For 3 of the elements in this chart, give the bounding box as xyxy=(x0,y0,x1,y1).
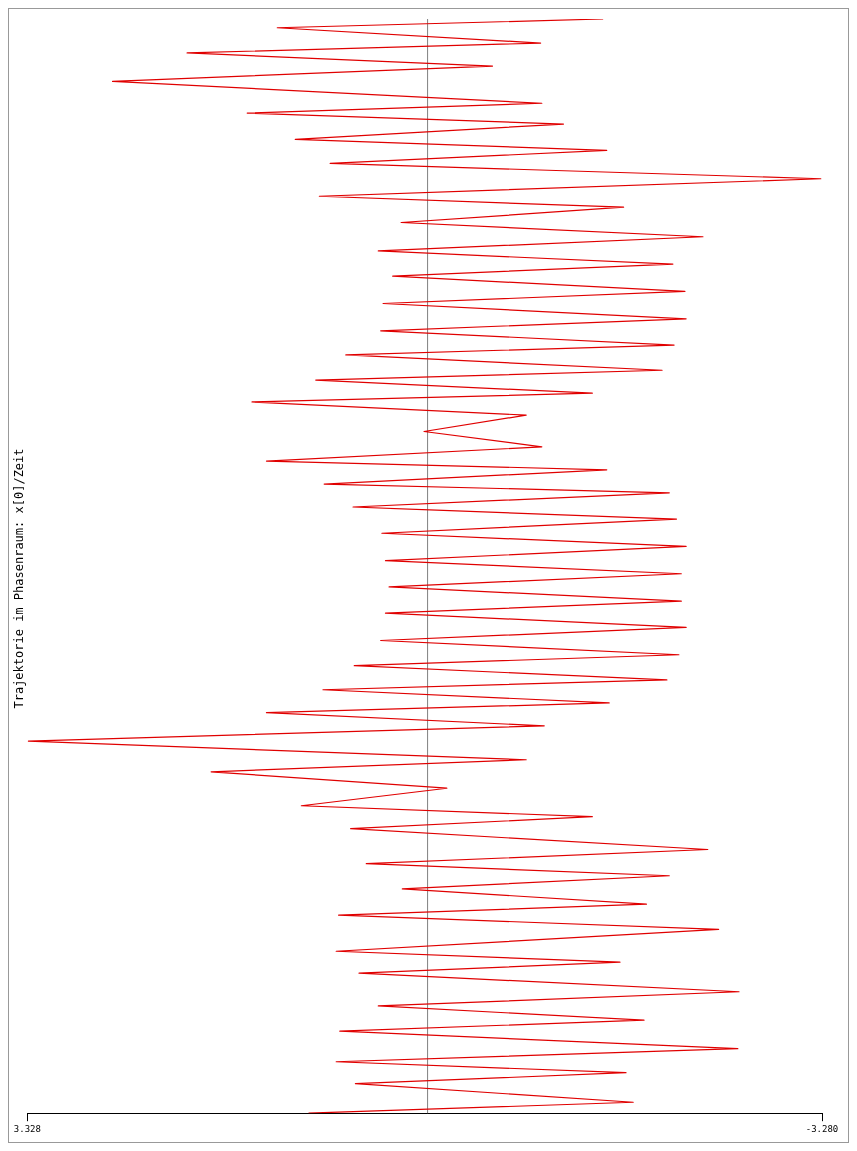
x-tick-label: -3.280 xyxy=(805,1123,839,1134)
x-tick-label: 3.328 xyxy=(13,1123,41,1134)
text: Trajektorie im Phasenraum: x[0]/Zeit xyxy=(12,448,27,709)
